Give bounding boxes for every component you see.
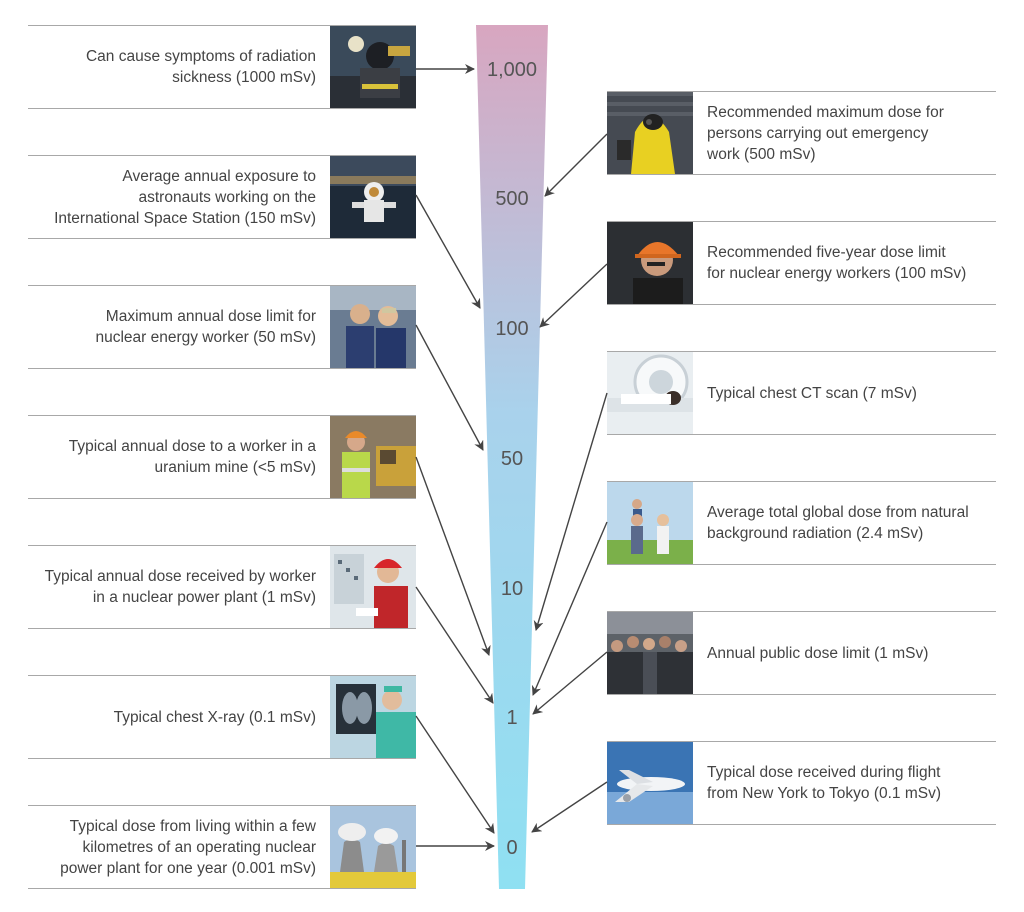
item-label: Can cause symptoms of radiation sickness …: [85, 48, 316, 86]
arrow-emergency-work: [544, 133, 608, 197]
nuclear-workers-photo: [330, 286, 416, 368]
family-photo: [607, 482, 693, 564]
left-item-living-near-plant: Typical dose from living within a few kil…: [28, 805, 416, 889]
item-label: Typical dose received during flight from …: [707, 764, 942, 802]
miner-photo: [330, 416, 416, 498]
airplane-photo: [607, 742, 693, 824]
arrow-nuclear-worker-limit: [415, 324, 484, 451]
tick-10: 10: [501, 578, 523, 600]
right-item-public-limit: Annual public dose limit (1 mSv): [607, 611, 996, 695]
tick-500: 500: [495, 188, 528, 210]
left-item-power-plant-worker: Typical annual dose received by worker in…: [28, 545, 416, 629]
item-label: Typical annual dose to a worker in a uran…: [68, 438, 316, 476]
tick-50: 50: [501, 448, 523, 470]
hazmat-photo: [607, 92, 693, 174]
xray-photo: [330, 676, 416, 758]
item-label: Typical chest CT scan (7 mSv): [707, 384, 917, 402]
arrow-natural-background: [531, 521, 608, 696]
arrow-uranium-mine: [415, 456, 491, 656]
left-item-astronauts: Average annual exposure to astronauts wor…: [28, 155, 416, 239]
arrow-five-year-limit: [539, 263, 608, 328]
item-label: Typical dose from living within a few kil…: [60, 817, 316, 877]
hardhat-worker-photo: [607, 222, 693, 304]
ct-scan-photo: [607, 352, 693, 434]
arrow-ct-scan: [533, 392, 608, 631]
tick-1000: 1,000: [487, 59, 537, 81]
dose-scale-bar: [476, 25, 548, 889]
right-item-ct-scan: Typical chest CT scan (7 mSv): [607, 351, 996, 435]
left-item-chest-xray: Typical chest X-ray (0.1 mSv): [28, 675, 416, 759]
control-room-photo: [330, 546, 416, 628]
item-label: Maximum annual dose limit for nuclear ene…: [95, 308, 316, 346]
power-plant-photo: [330, 806, 416, 888]
item-label: Average total global dose from natural ba…: [707, 504, 969, 542]
left-item-uranium-mine: Typical annual dose to a worker in a uran…: [28, 415, 416, 499]
item-label: Typical chest X-ray (0.1 mSv): [113, 708, 316, 726]
crowd-photo: [607, 612, 693, 694]
tick-0: 0: [506, 837, 517, 859]
right-item-emergency-work: Recommended maximum dose for persons carr…: [607, 91, 996, 175]
item-label: Recommended maximum dose for persons carr…: [707, 103, 944, 163]
right-item-five-year-limit: Recommended five-year dose limit for nucl…: [607, 221, 996, 305]
arrow-power-plant-worker: [415, 586, 494, 704]
tick-100: 100: [495, 318, 528, 340]
left-item-radiation-sickness: Can cause symptoms of radiation sickness …: [28, 25, 416, 109]
arrow-chest-xray: [415, 715, 495, 834]
item-label: Recommended five-year dose limit for nucl…: [707, 244, 967, 282]
astronaut-photo: [330, 156, 416, 238]
arrow-astronauts: [415, 194, 481, 309]
item-label: Typical annual dose received by worker in…: [44, 568, 316, 606]
right-item-natural-background: Average total global dose from natural ba…: [607, 481, 996, 565]
firefighter-photo: [330, 26, 416, 108]
item-label: Annual public dose limit (1 mSv): [707, 644, 929, 662]
arrow-public-limit: [532, 651, 608, 715]
arrow-flight: [531, 781, 608, 833]
left-item-nuclear-worker-limit: Maximum annual dose limit for nuclear ene…: [28, 285, 416, 369]
right-item-flight: Typical dose received during flight from …: [607, 741, 996, 825]
item-label: Average annual exposure to astronauts wor…: [54, 167, 316, 227]
tick-1: 1: [506, 707, 517, 729]
